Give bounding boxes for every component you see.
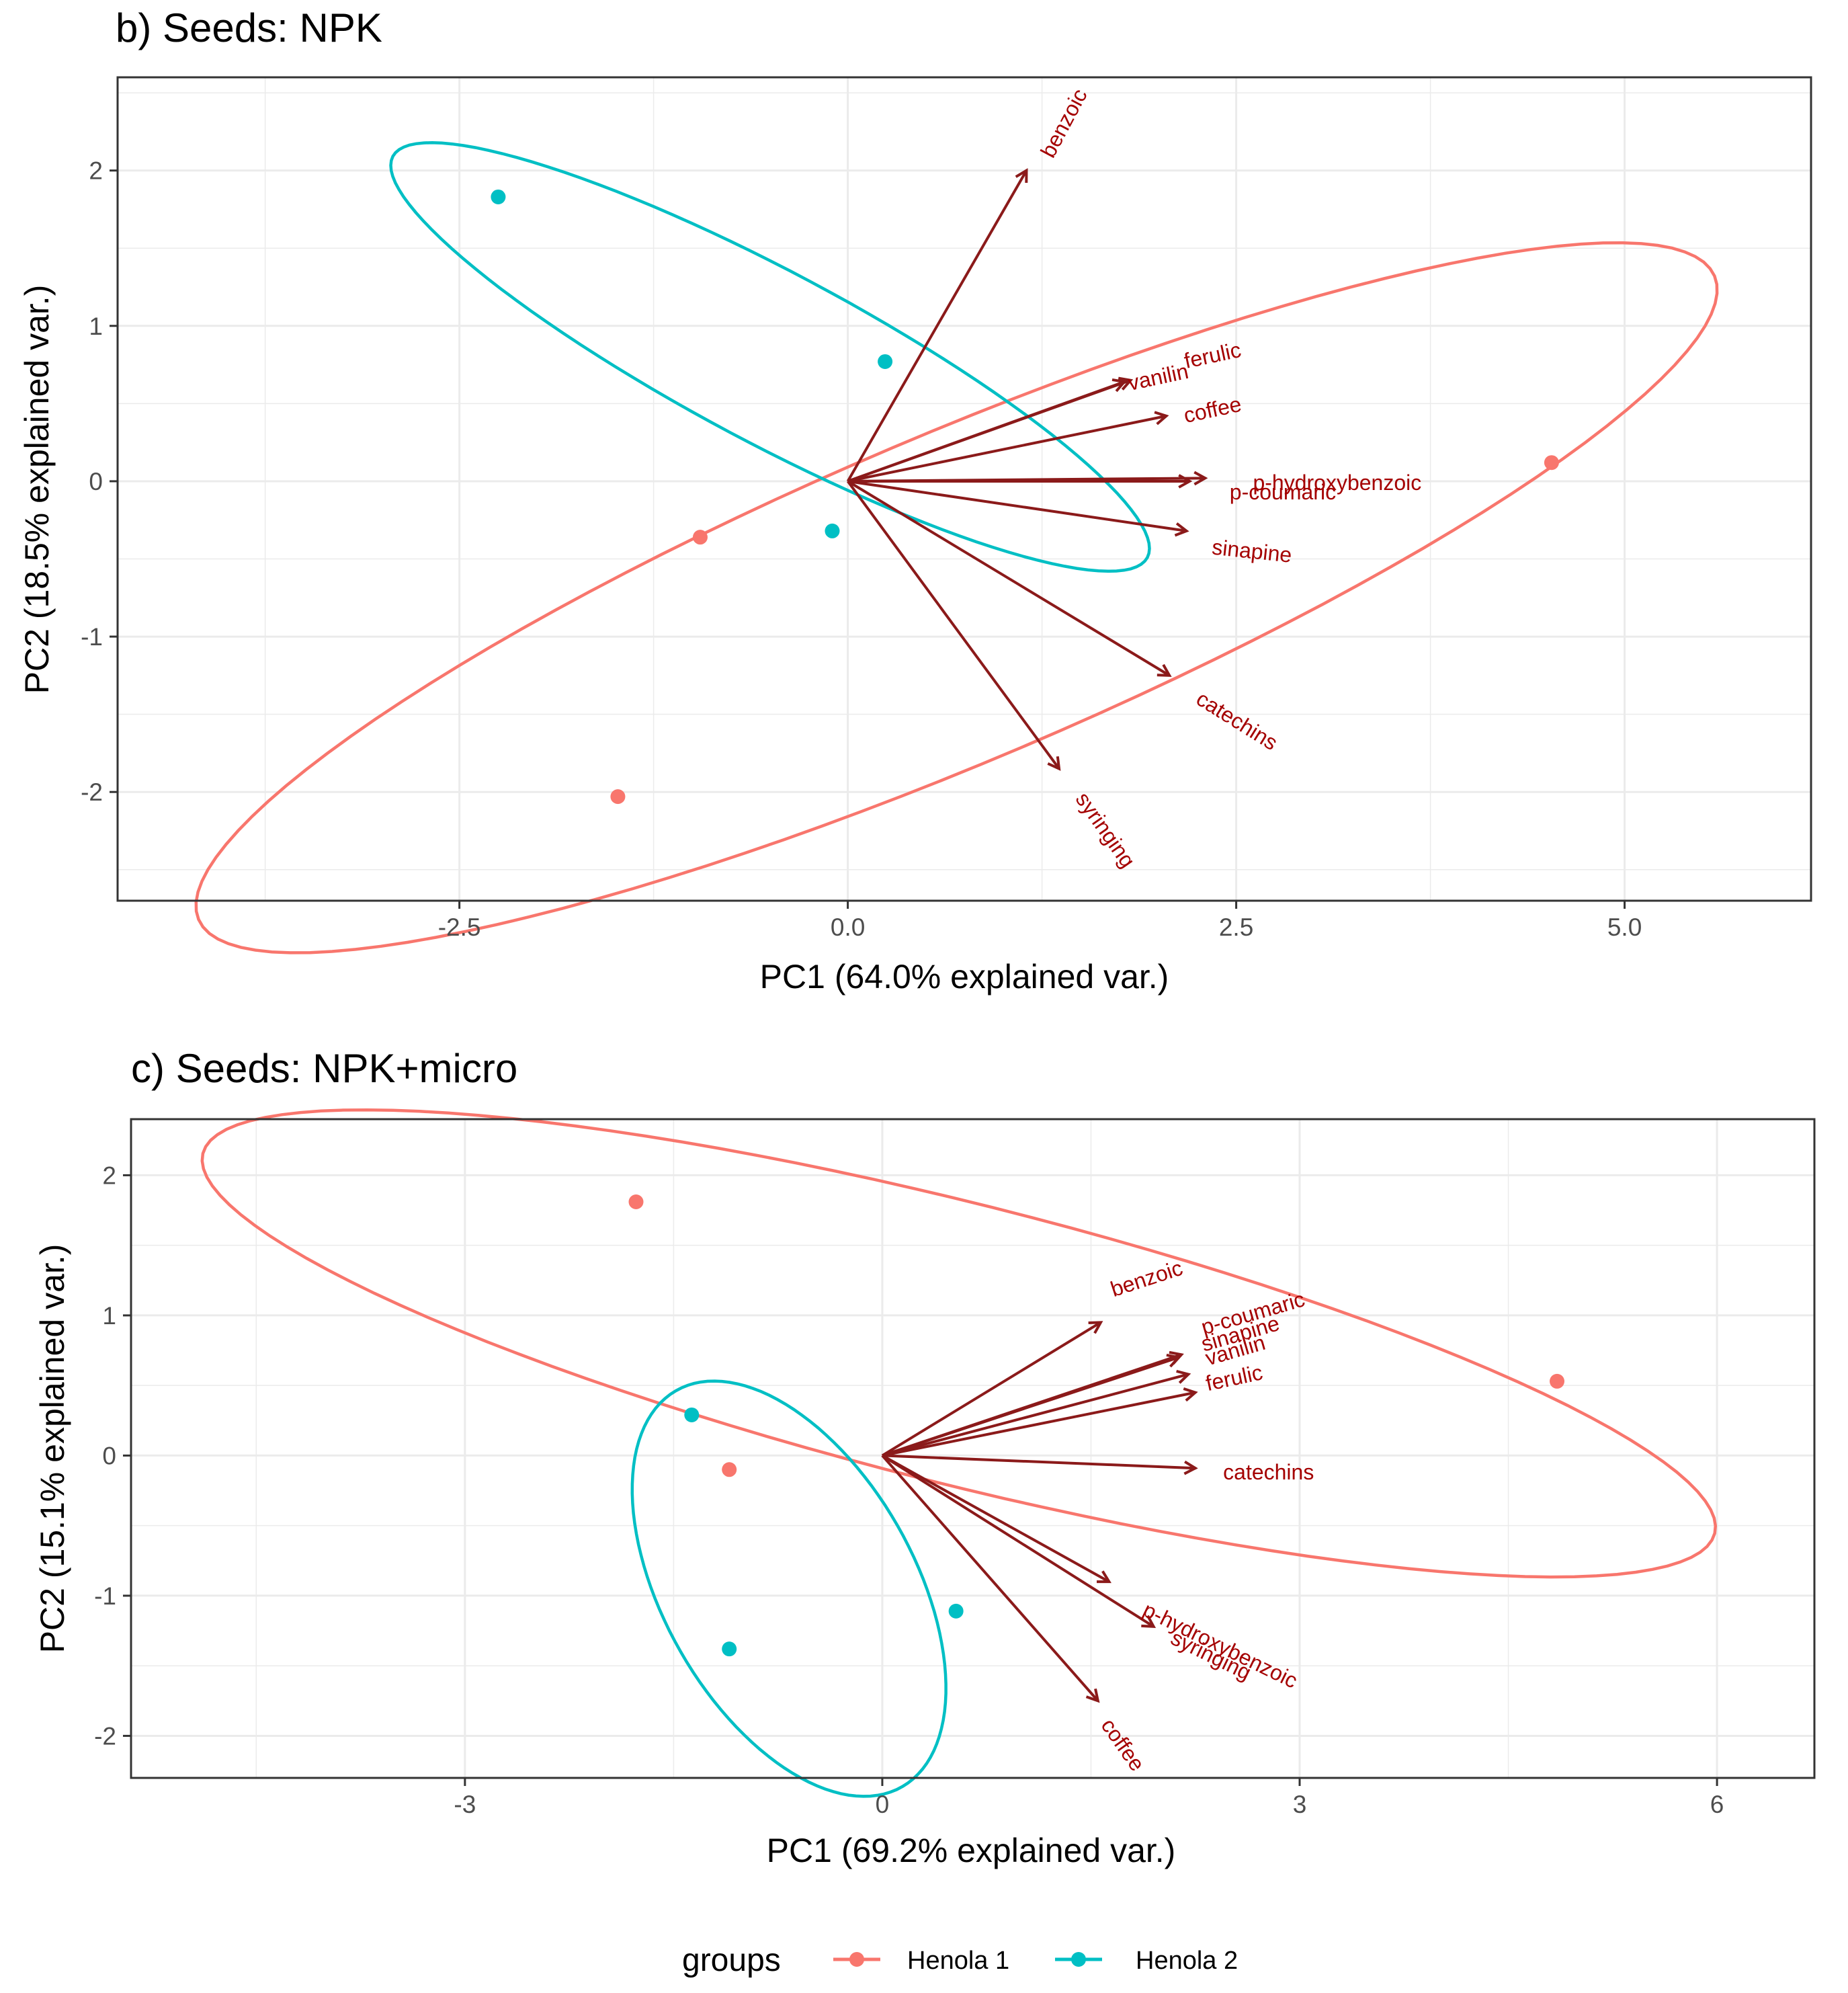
panel-npk: b) Seeds: NPK benzoicvanilinferuliccoffe…: [18, 5, 1812, 995]
legend-label: Henola 2: [1136, 1947, 1238, 1975]
legend-item-henola-2: Henola 2: [1055, 1947, 1238, 1975]
gridlines: [131, 1119, 1814, 1778]
arrow-vanilin: [882, 1374, 1188, 1457]
x-tick-label: 3: [1293, 1791, 1307, 1818]
y-axis-ticks: -2 -1 0 1 2: [94, 1162, 131, 1750]
point-henola-2: [948, 1603, 964, 1619]
legend-item-henola-1: Henola 1: [833, 1947, 1009, 1975]
legend-key-point: [1071, 1952, 1086, 1967]
arrow-coffee: [847, 416, 1167, 483]
ellipse-henola-1: [194, 241, 1719, 954]
confidence-ellipses: [200, 1108, 1718, 1798]
scores: [491, 189, 1559, 805]
ellipse-henola-1: [200, 1108, 1718, 1579]
y-axis-title: PC2 (15.1% explained var.): [34, 1244, 71, 1654]
confidence-ellipses: [194, 140, 1719, 954]
y-tick-label: 0: [89, 468, 103, 495]
point-henola-1: [610, 789, 626, 805]
point-henola-2: [491, 189, 506, 204]
arrow-catechins: [847, 480, 1170, 676]
plot-border: [130, 1118, 1816, 1779]
y-tick-label: 1: [89, 313, 103, 340]
x-axis-title: PC1 (69.2% explained var.): [767, 1832, 1176, 1869]
ellipse-henola-2: [630, 1379, 948, 1798]
point-henola-2: [878, 354, 893, 369]
label-p-coumaric: p-coumaric: [1230, 480, 1336, 504]
legend-key-point: [849, 1952, 864, 1967]
x-tick-label: -3: [454, 1791, 476, 1818]
panel-title: c) Seeds: NPK+micro: [131, 1046, 517, 1091]
y-axis-title: PC2 (18.5% explained var.): [18, 285, 56, 694]
point-henola-2: [722, 1641, 737, 1657]
y-tick-label: 1: [102, 1302, 116, 1330]
arrow-catechins: [882, 1454, 1195, 1468]
legend-label: Henola 1: [907, 1947, 1009, 1975]
arrow-ferulic: [847, 380, 1131, 483]
arrow-syringing: [846, 480, 1059, 769]
loading-arrows: [881, 1322, 1195, 1701]
point-henola-2: [684, 1407, 700, 1422]
legend-title: groups: [682, 1943, 781, 1978]
arrow-syringing: [881, 1454, 1154, 1626]
x-tick-label: -2.5: [438, 913, 481, 941]
y-tick-label: 2: [89, 157, 103, 185]
label-p-hydroxybenzoic: p-hydroxybenzoic: [1253, 471, 1421, 495]
arrow-p-hydroxybenzoic: [881, 1454, 1109, 1582]
y-tick-label: 0: [102, 1442, 116, 1469]
y-tick-label: -1: [81, 623, 103, 651]
y-tick-label: -2: [94, 1722, 116, 1750]
point-henola-1: [1544, 455, 1559, 471]
y-tick-label: -1: [94, 1582, 116, 1610]
plot-border: [116, 76, 1812, 902]
x-axis-ticks: -2.5 0.0 2.5 5.0: [438, 901, 1642, 941]
loading-arrows: [846, 171, 1206, 769]
point-henola-1: [628, 1194, 644, 1210]
legend: groups Henola 1 Henola 2: [682, 1943, 1238, 1978]
label-catechins: catechins: [1223, 1460, 1314, 1484]
x-tick-label: 0.0: [831, 913, 865, 941]
arrow-benzoic: [846, 171, 1027, 482]
point-henola-1: [722, 1462, 737, 1477]
y-tick-label: -2: [81, 778, 103, 806]
point-henola-1: [1550, 1373, 1565, 1389]
x-tick-label: 5.0: [1607, 913, 1642, 941]
panel-npk-micro: c) Seeds: NPK+micro benzoicp-coumaricsin…: [34, 1046, 1816, 1869]
x-axis-ticks: -3 0 3 6: [454, 1778, 1724, 1818]
y-tick-label: 2: [102, 1162, 116, 1189]
point-henola-2: [825, 523, 840, 538]
plot-background: [131, 1119, 1814, 1778]
arrow-coffee: [881, 1455, 1098, 1701]
x-tick-label: 6: [1710, 1791, 1724, 1818]
arrow-sinapine: [847, 479, 1187, 531]
scores: [628, 1194, 1565, 1657]
arrow-benzoic: [881, 1322, 1101, 1457]
x-axis-title: PC1 (64.0% explained var.): [760, 958, 1169, 995]
ellipse-henola-2: [389, 140, 1151, 573]
x-tick-label: 0: [876, 1791, 890, 1818]
y-axis-ticks: -2 -1 0 1 2: [81, 157, 118, 806]
arrow-sinapine: [882, 1357, 1179, 1457]
x-tick-label: 2.5: [1219, 913, 1253, 941]
point-henola-1: [692, 530, 708, 545]
plot-background: [118, 77, 1811, 901]
arrow-ferulic: [882, 1393, 1195, 1457]
panel-title: b) Seeds: NPK: [116, 5, 382, 50]
